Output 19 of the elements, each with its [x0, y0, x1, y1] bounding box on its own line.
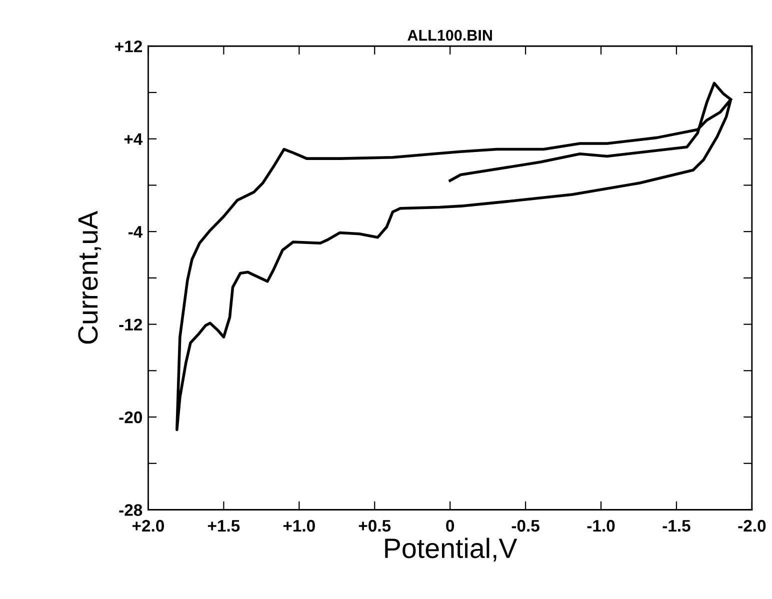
y-axis-title: Current,uA — [78, 210, 102, 344]
y-tick-label: +12 — [115, 40, 142, 52]
y-tick-label: -28 — [119, 504, 142, 516]
x-tick-label: -1.5 — [662, 520, 690, 532]
line-series — [176, 82, 732, 432]
y-tick-label: +4 — [124, 133, 143, 145]
x-tick-label: -2.0 — [738, 520, 766, 532]
x-tick-label: +2.0 — [132, 520, 164, 532]
y-tick-label: -20 — [119, 411, 142, 424]
y-tick-label: -12 — [119, 318, 142, 330]
x-tick-label: -1.0 — [587, 520, 615, 532]
x-tick-label: -0.5 — [512, 520, 540, 532]
x-tick-label: +1.0 — [283, 520, 315, 532]
chart-title: ALL100.BIN — [408, 30, 492, 41]
x-tick-label: +1.5 — [208, 520, 240, 532]
x-axis-title: Potential,V — [385, 538, 518, 562]
y-tick-label: -4 — [128, 226, 143, 238]
x-tick-label: 0 — [446, 520, 454, 532]
x-tick-label: +0.5 — [358, 520, 391, 532]
